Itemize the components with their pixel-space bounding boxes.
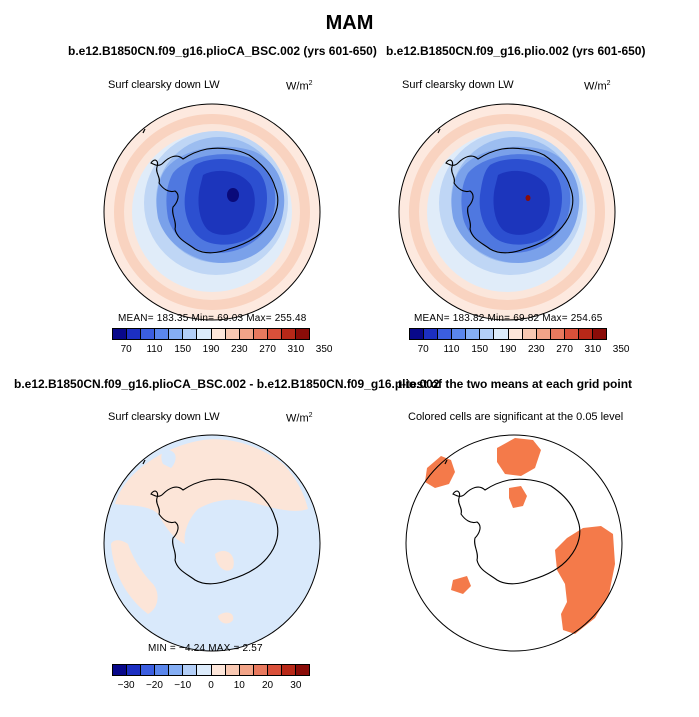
colorbar-ticks-top-left: 70 110 150 190 230 270 310 350 <box>112 344 333 358</box>
colorbar-swatch <box>169 329 184 339</box>
colorbar-tick-label: 110 <box>146 344 163 355</box>
colorbar-swatch <box>508 329 523 339</box>
colorbar-swatch <box>211 329 226 339</box>
polar-map-bottom-left <box>103 434 321 652</box>
colorbar-swatch <box>155 329 170 339</box>
colorbar-swatch <box>438 329 453 339</box>
colorbar-swatch <box>127 329 142 339</box>
variable-label-top-right: Surf clearsky down LW <box>402 79 514 91</box>
colorbar-swatch <box>113 665 128 675</box>
colorbar-tick-label: −30 <box>117 680 135 691</box>
colorbar-swatch <box>183 329 198 339</box>
colorbar-tick-label: 270 <box>556 344 573 355</box>
colorbar-tick-label: 150 <box>471 344 489 355</box>
variable-label-bottom-right: Colored cells are significant at the 0.0… <box>408 411 624 423</box>
colorbar-tick-label: 310 <box>287 344 305 355</box>
colorbar-swatch <box>141 329 156 339</box>
colorbar-swatch <box>211 665 226 675</box>
colorbar-tick-label: 70 <box>120 344 132 355</box>
colorbar-swatch <box>550 329 565 339</box>
colorbar-tick-label: 110 <box>443 344 460 355</box>
colorbar-tick-label: −10 <box>174 680 192 691</box>
colorbar-swatch <box>267 329 282 339</box>
polar-map-bottom-right <box>405 434 623 652</box>
colorbar-tick-label: 0 <box>208 680 214 691</box>
colorbar-tick-label: 70 <box>417 344 429 355</box>
colorbar-swatch <box>127 665 142 675</box>
variable-label-bottom-left: Surf clearsky down LW <box>108 411 220 423</box>
colorbar-swatch <box>239 665 254 675</box>
colorbar-swatch <box>578 329 594 339</box>
colorbar-top-left <box>112 328 310 340</box>
colorbar-swatch <box>253 329 268 339</box>
colorbar-swatch <box>424 329 439 339</box>
colorbar-swatch <box>225 329 240 339</box>
colorbar-swatch <box>239 329 254 339</box>
colorbar-swatch <box>141 665 156 675</box>
colorbar-swatch <box>281 329 297 339</box>
units-label-bottom-left: W/m2 <box>286 412 313 425</box>
colorbar-swatch <box>169 665 184 675</box>
colorbar-tick-label: −20 <box>145 680 163 691</box>
colorbar-tick-label: 150 <box>174 344 192 355</box>
colorbar-swatch <box>267 665 282 675</box>
colorbar-ticks-top-right: 70 110 150 190 230 270 310 350 <box>409 344 630 358</box>
colorbar-swatch <box>564 329 579 339</box>
panel-title-bottom-right: t-test of the two means at each grid poi… <box>398 377 633 391</box>
colorbar-swatch <box>296 665 310 675</box>
colorbar-bottom-left <box>112 664 310 676</box>
stats-bottom-left: MIN = −4.24 MAX = 2.57 <box>148 643 263 654</box>
colorbar-swatch <box>183 665 198 675</box>
figure-title: MAM <box>325 12 374 34</box>
colorbar-ticks-bottom-left: −30 −20 −10 0 10 20 30 <box>112 680 310 694</box>
stats-top-left: MEAN= 183.35 Min= 69.03 Max= 255.48 <box>118 313 307 324</box>
variable-label-top-left: Surf clearsky down LW <box>108 79 220 91</box>
polar-map-top-right <box>398 103 616 321</box>
colorbar-swatch <box>155 665 170 675</box>
colorbar-tick-label: 190 <box>499 344 517 355</box>
colorbar-tick-label: 230 <box>230 344 248 355</box>
colorbar-swatch <box>480 329 495 339</box>
colorbar-tick-label: 20 <box>262 680 274 691</box>
colorbar-tick-label: 190 <box>202 344 220 355</box>
colorbar-swatch <box>593 329 607 339</box>
colorbar-tick-label: 350 <box>612 344 630 355</box>
colorbar-swatch <box>296 329 310 339</box>
colorbar-tick-label: 350 <box>315 344 333 355</box>
colorbar-tick-label: 230 <box>527 344 545 355</box>
colorbar-tick-label: 270 <box>259 344 276 355</box>
colorbar-swatch <box>225 665 240 675</box>
colorbar-swatch <box>452 329 467 339</box>
colorbar-swatch <box>410 329 425 339</box>
colorbar-tick-label: 310 <box>584 344 602 355</box>
colorbar-swatch <box>197 329 212 339</box>
colorbar-tick-label: 10 <box>233 680 245 691</box>
colorbar-swatch <box>281 665 297 675</box>
panel-title-top-left: b.e12.B1850CN.f09_g16.plioCA_BSC.002 (yr… <box>68 44 377 58</box>
colorbar-swatch <box>522 329 537 339</box>
colorbar-swatch <box>113 329 128 339</box>
units-label-top-left: W/m2 <box>286 80 313 93</box>
polar-map-top-left <box>103 103 321 321</box>
panel-title-top-right: b.e12.B1850CN.f09_g16.plio.002 (yrs 601-… <box>386 44 646 58</box>
colorbar-swatch <box>253 665 268 675</box>
units-label-top-right: W/m2 <box>584 80 611 93</box>
colorbar-tick-label: 30 <box>290 680 302 691</box>
colorbar-swatch <box>494 329 509 339</box>
stats-top-right: MEAN= 183.82 Min= 69.82 Max= 254.65 <box>414 313 603 324</box>
colorbar-swatch <box>536 329 551 339</box>
panel-title-bottom-left: b.e12.B1850CN.f09_g16.plioCA_BSC.002 - b… <box>14 377 440 391</box>
colorbar-swatch <box>466 329 481 339</box>
colorbar-top-right <box>409 328 607 340</box>
colorbar-swatch <box>197 665 212 675</box>
